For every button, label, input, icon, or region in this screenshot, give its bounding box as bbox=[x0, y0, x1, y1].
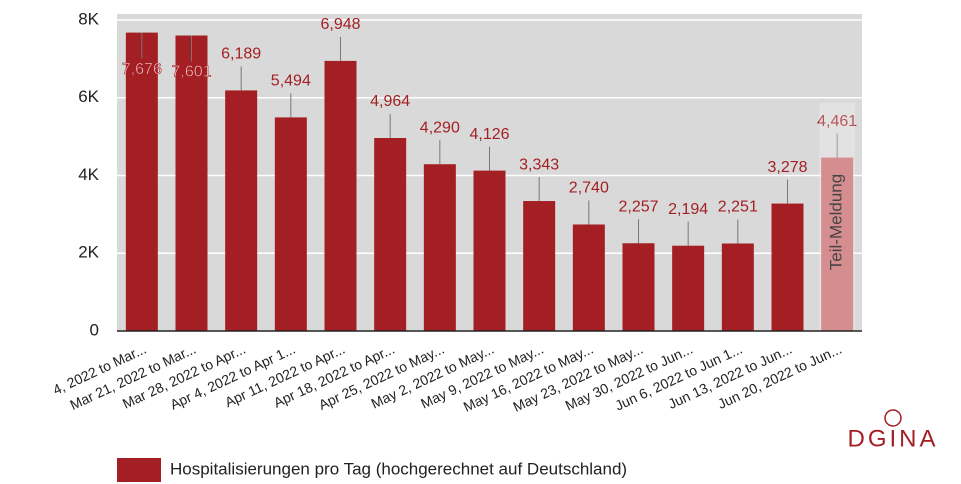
value-label: 3,343 bbox=[519, 156, 559, 173]
logo-icon bbox=[884, 409, 902, 427]
value-label: 7,601 bbox=[171, 64, 211, 81]
value-label: 4,126 bbox=[469, 126, 509, 143]
bar bbox=[274, 117, 307, 332]
bar bbox=[622, 243, 655, 331]
bar bbox=[225, 90, 258, 332]
bar bbox=[324, 60, 357, 332]
bar bbox=[423, 164, 456, 331]
y-tick-label: 2K bbox=[78, 243, 99, 262]
legend-label: Hospitalisierungen pro Tag (hochgerechne… bbox=[170, 459, 627, 478]
value-label: 2,257 bbox=[618, 198, 658, 215]
bar bbox=[473, 170, 506, 331]
value-label: 2,251 bbox=[718, 199, 758, 216]
bar bbox=[672, 245, 705, 331]
y-tick-label: 8K bbox=[78, 9, 99, 28]
annotation: Teil-Meldung bbox=[827, 174, 846, 270]
value-label: 5,494 bbox=[271, 73, 311, 90]
logo: DGINA bbox=[847, 425, 938, 452]
value-label: 6,189 bbox=[221, 46, 261, 63]
y-tick-label: 0 bbox=[90, 320, 99, 339]
bar bbox=[771, 203, 804, 331]
bar bbox=[721, 243, 754, 331]
value-label: 2,194 bbox=[668, 201, 708, 218]
value-label: 6,948 bbox=[320, 16, 360, 33]
bar bbox=[821, 157, 854, 331]
value-label: 4,461 bbox=[817, 113, 857, 130]
bar bbox=[125, 32, 158, 332]
legend-swatch bbox=[117, 458, 161, 482]
value-label: 7,676 bbox=[122, 61, 162, 78]
value-label: 4,290 bbox=[420, 119, 460, 136]
value-label: 2,740 bbox=[569, 180, 609, 197]
annotation-box bbox=[819, 103, 856, 331]
y-tick-label: 6K bbox=[78, 87, 99, 106]
value-label: 4,964 bbox=[370, 93, 410, 110]
y-tick-label: 4K bbox=[78, 165, 99, 184]
bar bbox=[523, 201, 556, 331]
value-label: 3,278 bbox=[767, 159, 807, 176]
bar bbox=[572, 224, 605, 331]
bar bbox=[175, 35, 208, 332]
bar bbox=[374, 138, 407, 331]
